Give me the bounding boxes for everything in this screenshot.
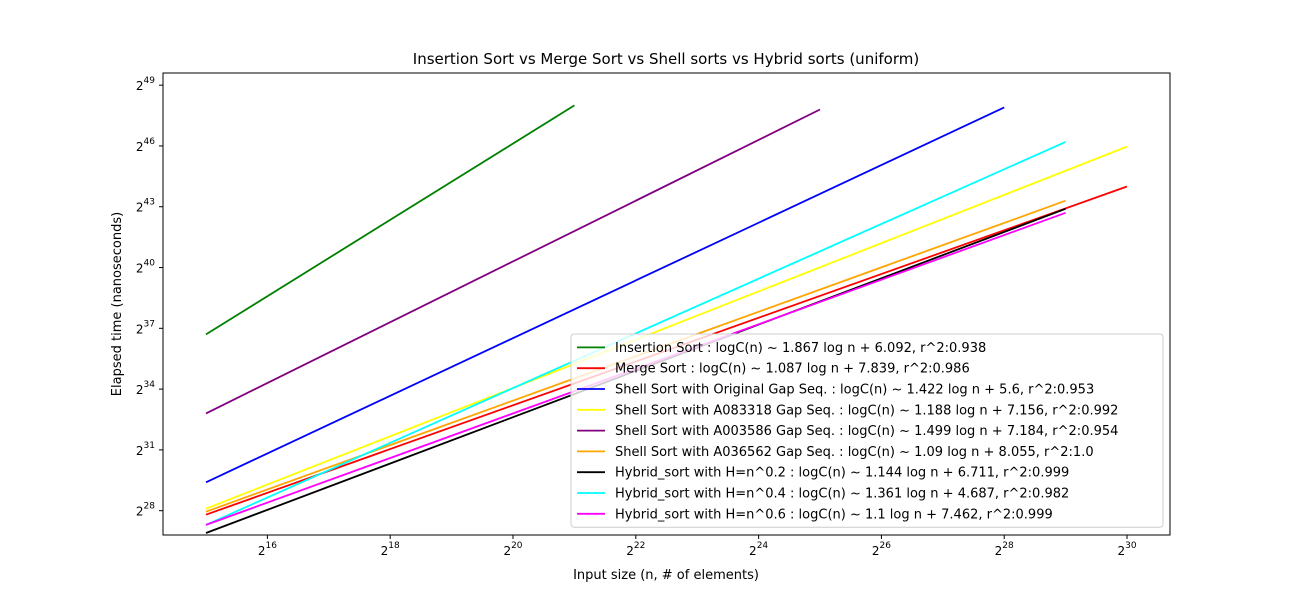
legend-entry: Shell Sort with A036562 Gap Seq. : logC(…: [615, 445, 1094, 460]
y-tick-label: 243: [136, 198, 155, 215]
chart-title: Insertion Sort vs Merge Sort vs Shell so…: [413, 50, 919, 68]
series-line: [205, 106, 1005, 484]
legend-entry: Insertion Sort : logC(n) ~ 1.867 log n +…: [615, 341, 986, 356]
x-tick-label: 226: [872, 541, 891, 558]
x-tick-label: 222: [626, 541, 645, 558]
legend-entry: Shell Sort with A003586 Gap Seq. : logC(…: [615, 424, 1118, 439]
x-tick-label: 216: [258, 541, 277, 558]
x-tick-label: 220: [503, 541, 522, 558]
legend-entry: Hybrid_sort with H=n^0.2 : logC(n) ~ 1.1…: [615, 466, 1069, 481]
legend: Insertion Sort : logC(n) ~ 1.867 log n +…: [570, 333, 1164, 528]
x-tick-label: 228: [995, 541, 1014, 558]
y-tick-label: 231: [136, 441, 155, 458]
series-line: [205, 108, 821, 415]
legend-entry: Shell Sort with A083318 Gap Seq. : logC(…: [615, 403, 1118, 418]
legend-box: [570, 333, 1164, 528]
x-tick-label: 218: [381, 541, 400, 558]
y-axis-ticks: 228 231 234 237 240 243 246 249: [136, 76, 163, 519]
x-axis-label: Input size (n, # of elements): [573, 568, 759, 583]
y-axis-label: Elapsed time (nanoseconds): [110, 212, 125, 396]
x-tick-label: 230: [1117, 541, 1136, 558]
y-tick-label: 246: [136, 137, 155, 154]
series-line: [205, 104, 575, 336]
legend-entry: Hybrid_sort with H=n^0.4 : logC(n) ~ 1.3…: [615, 487, 1069, 502]
series-line: [205, 145, 1128, 510]
y-tick-label: 234: [136, 380, 155, 397]
legend-entry: Merge Sort : logC(n) ~ 1.087 log n + 7.8…: [615, 362, 970, 377]
y-tick-label: 240: [136, 259, 155, 276]
legend-entry: Hybrid_sort with H=n^0.6 : logC(n) ~ 1.1…: [615, 507, 1053, 522]
y-tick-label: 228: [136, 502, 155, 519]
x-axis-ticks: 216 218 220 222 224 226 228 230: [258, 535, 1137, 558]
y-tick-label: 249: [136, 76, 155, 93]
y-tick-label: 237: [136, 319, 155, 336]
series-line: [205, 141, 1066, 526]
legend-entry: Shell Sort with Original Gap Seq. : logC…: [615, 383, 1094, 398]
x-tick-label: 224: [749, 541, 768, 558]
